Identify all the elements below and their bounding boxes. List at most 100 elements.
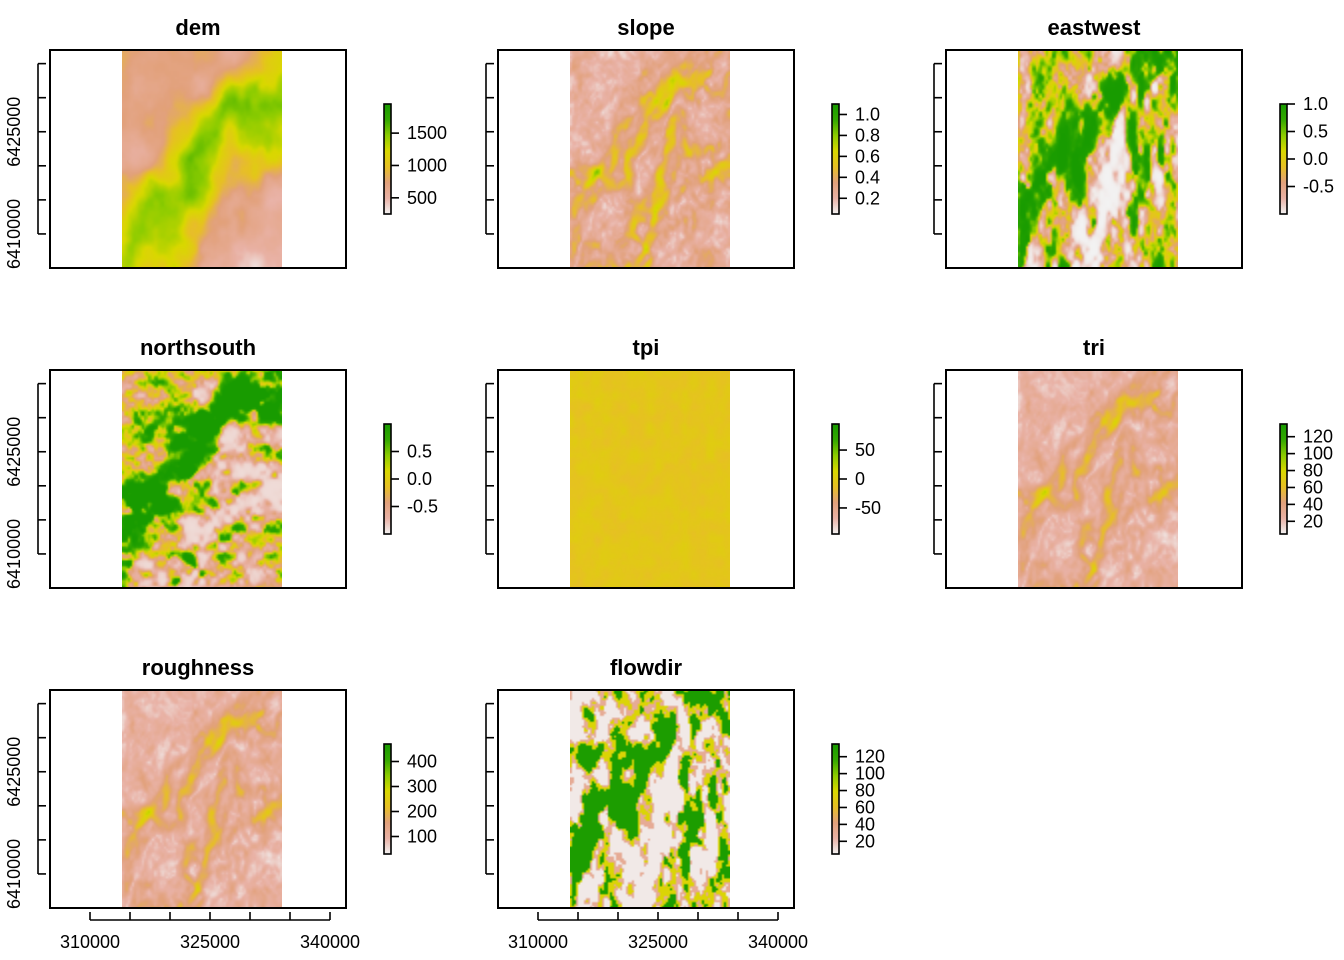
- legend-tick-label: 0.0: [407, 469, 432, 489]
- plot-frame: [497, 369, 795, 589]
- panel-title: slope: [617, 15, 674, 40]
- legend-tick-label: 80: [855, 781, 875, 801]
- plot-frame: [497, 49, 795, 269]
- y-axis: [933, 382, 942, 555]
- panel-title: eastwest: [1048, 15, 1142, 40]
- legend-tick-label: 400: [407, 752, 437, 772]
- legend-tick-label: 1000: [407, 155, 447, 175]
- legend-tick-label: 1.0: [1303, 94, 1328, 114]
- legend-tick-label: 0.5: [1303, 122, 1328, 142]
- plot-frame: [49, 689, 347, 909]
- raster-image: [570, 690, 730, 908]
- legend-tick-label: 500: [407, 188, 437, 208]
- legend-tick-label: 40: [1303, 494, 1323, 514]
- panel-dem: dem 6410000 6425000 500 1000 1500: [4, 15, 447, 269]
- legend-tick-label: 0: [855, 469, 865, 489]
- legend-colorbar: 500 1000 1500: [383, 103, 447, 215]
- raster-image: [570, 50, 730, 268]
- x-tick-label: 325000: [628, 932, 688, 952]
- plot-frame: [945, 49, 1243, 269]
- x-axis: 310000 325000 340000: [508, 912, 808, 952]
- legend-tick-label: 200: [407, 802, 437, 822]
- legend-tick-label: 20: [1303, 511, 1323, 531]
- legend-bar: [1279, 103, 1288, 215]
- legend-bar: [831, 743, 840, 855]
- raster-image: [122, 690, 282, 908]
- legend-tick-label: 80: [1303, 461, 1323, 481]
- legend-bar: [831, 423, 840, 535]
- legend-colorbar: 0.20.40.60.81.0: [831, 103, 880, 215]
- panel-title: tpi: [633, 335, 660, 360]
- x-tick-label: 340000: [748, 932, 808, 952]
- legend-bar: [831, 103, 840, 215]
- legend-bar: [1279, 423, 1288, 535]
- legend-colorbar: -50 0 50: [831, 423, 881, 535]
- legend-tick-label: 0.8: [855, 125, 880, 145]
- y-axis: 6410000 6425000: [4, 702, 46, 909]
- legend-tick-label: 300: [407, 777, 437, 797]
- y-tick-label: 6425000: [4, 417, 24, 487]
- y-axis: 6410000 6425000: [4, 382, 46, 589]
- x-tick-label: 310000: [60, 932, 120, 952]
- legend-tick-label: 0.0: [1303, 149, 1328, 169]
- y-tick-label: 6410000: [4, 839, 24, 909]
- panel-title: northsouth: [140, 335, 256, 360]
- legend-tick-label: 100: [1303, 444, 1333, 464]
- y-tick-label: 6425000: [4, 737, 24, 807]
- legend-tick-label: 0.4: [855, 167, 880, 187]
- y-axis: [485, 62, 494, 235]
- panel-title: roughness: [142, 655, 254, 680]
- y-axis: [485, 702, 494, 875]
- legend-tick-label: 100: [407, 827, 437, 847]
- legend-tick-label: 40: [855, 814, 875, 834]
- y-tick-label: 6410000: [4, 519, 24, 589]
- legend-tick-label: -0.5: [1303, 177, 1334, 197]
- legend-tick-label: 0.5: [407, 442, 432, 462]
- legend-tick-label: 60: [1303, 477, 1323, 497]
- panel-title: tri: [1083, 335, 1105, 360]
- y-axis: [933, 62, 942, 235]
- raster-image: [1018, 370, 1178, 588]
- plot-frame: [945, 369, 1243, 589]
- legend-tick-label: 120: [855, 747, 885, 767]
- x-axis: 310000 325000 340000: [60, 912, 360, 952]
- panel-eastwest: eastwest -0.5 0.0 0.5 1.0: [933, 15, 1334, 269]
- legend-tick-label: 20: [855, 831, 875, 851]
- x-tick-label: 310000: [508, 932, 568, 952]
- legend-tick-label: 1500: [407, 123, 447, 143]
- y-tick-label: 6425000: [4, 97, 24, 167]
- panel-slope: slope 0.20.40.60.81.0: [485, 15, 880, 269]
- panel-title: dem: [175, 15, 220, 40]
- legend-colorbar: 100 200 300 400: [383, 743, 437, 855]
- legend-bar: [383, 103, 392, 215]
- legend-tick-label: 120: [1303, 427, 1333, 447]
- plot-frame: [49, 369, 347, 589]
- x-tick-label: 340000: [300, 932, 360, 952]
- y-axis: 6410000 6425000: [4, 62, 46, 269]
- raster-image: [122, 50, 282, 268]
- plot-frame: [49, 49, 347, 269]
- legend-bar: [383, 423, 392, 535]
- raster-image: [570, 370, 730, 588]
- legend-tick-label: 0.2: [855, 188, 880, 208]
- y-tick-label: 6410000: [4, 199, 24, 269]
- legend-bar: [383, 743, 392, 855]
- y-axis: [485, 382, 494, 555]
- legend-tick-label: 60: [855, 797, 875, 817]
- panel-northsouth: northsouth 6410000 6425000 -0.5 0.0 0.5: [4, 335, 438, 589]
- panels: dem6410000642500050010001500slope0.20.40…: [4, 15, 1334, 952]
- plot-frame: [497, 689, 795, 909]
- panel-roughness: roughness 6410000 6425000 310000 325000 34000…: [4, 655, 437, 952]
- legend-colorbar: -0.5 0.0 0.5: [383, 423, 438, 535]
- raster-image: [122, 370, 282, 588]
- legend-tick-label: -50: [855, 498, 881, 518]
- legend-tick-label: 0.6: [855, 146, 880, 166]
- legend-tick-label: 1.0: [855, 104, 880, 124]
- legend-colorbar: -0.5 0.0 0.5 1.0: [1279, 94, 1334, 215]
- raster-image: [1018, 50, 1178, 268]
